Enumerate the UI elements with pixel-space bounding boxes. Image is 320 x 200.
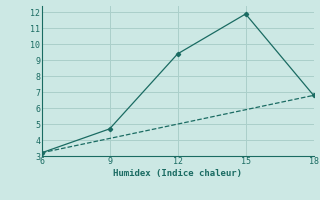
X-axis label: Humidex (Indice chaleur): Humidex (Indice chaleur) — [113, 169, 242, 178]
